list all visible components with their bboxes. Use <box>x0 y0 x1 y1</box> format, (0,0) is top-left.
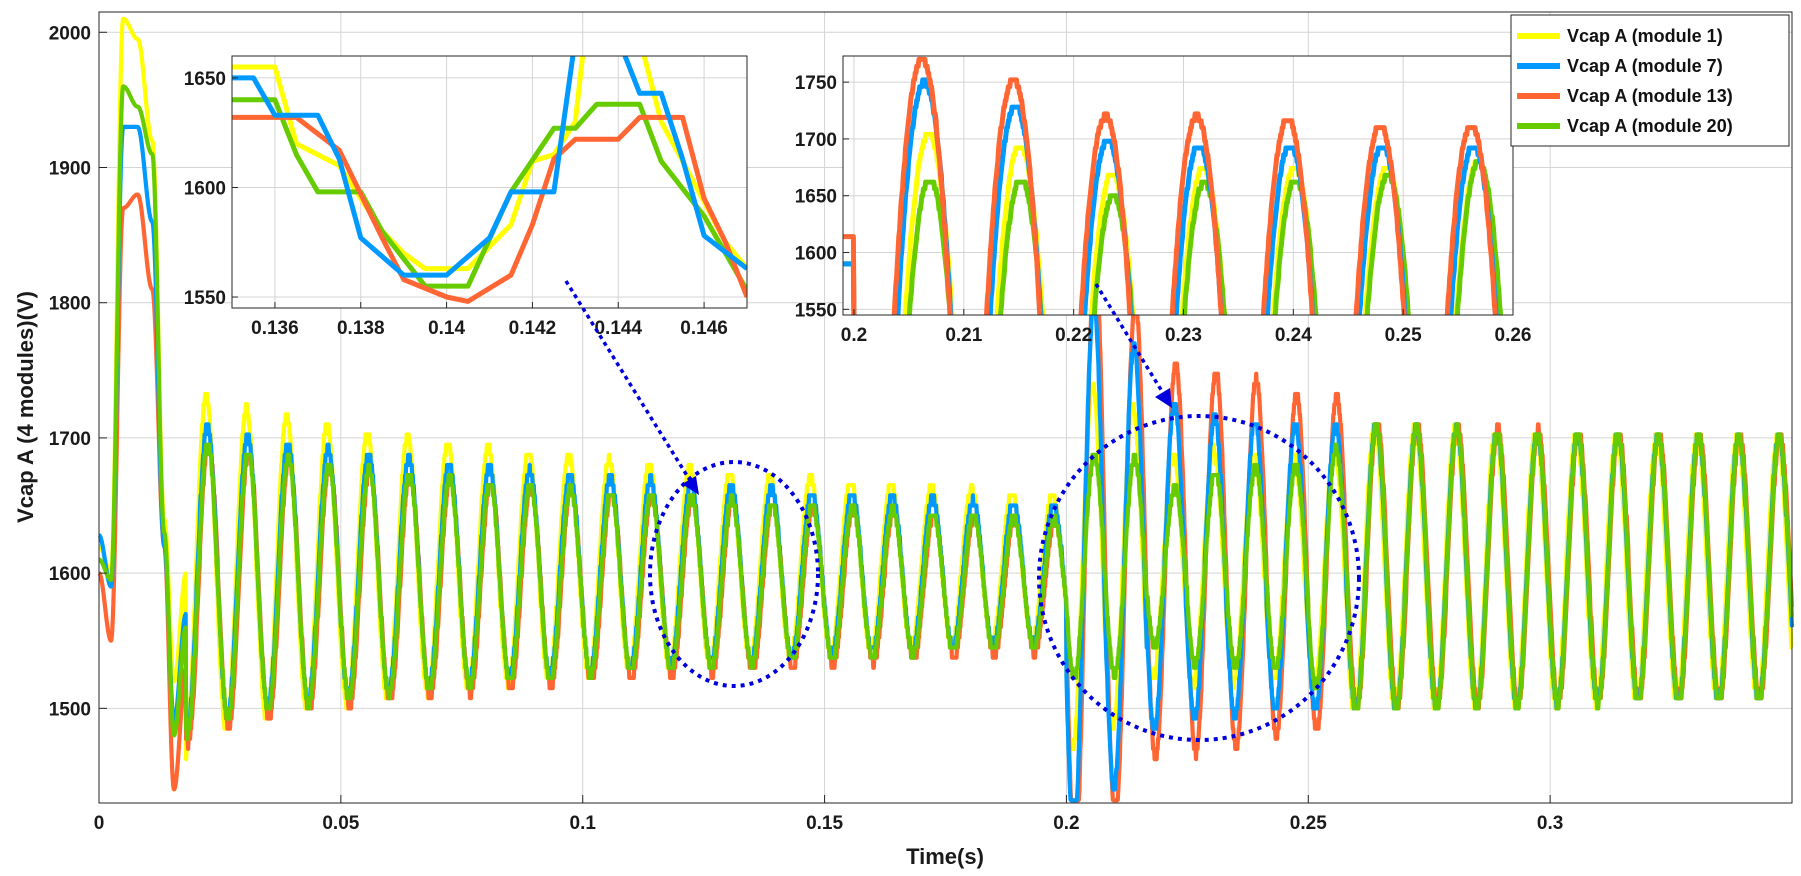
inset-x-tick-label: 0.23 <box>1165 325 1202 346</box>
y-tick-label: 2000 <box>49 23 91 44</box>
legend-label-module-7: Vcap A (module 7) <box>1567 56 1723 76</box>
inset-x-tick-label: 0.142 <box>509 318 557 339</box>
inset-y-tick-label: 1550 <box>795 300 837 321</box>
inset-series <box>232 56 747 304</box>
inset-y-tick-label: 1600 <box>184 178 226 199</box>
x-tick-label: 0.05 <box>322 813 359 834</box>
y-tick-label: 1700 <box>49 429 91 450</box>
inset-x-tick-label: 0.2 <box>841 325 867 346</box>
legend: Vcap A (module 1) Vcap A (module 7) Vcap… <box>1510 14 1790 147</box>
x-axis-label: Time(s) <box>906 844 984 869</box>
annotations <box>564 280 1361 742</box>
inset-y-tick-label: 1650 <box>795 187 837 208</box>
x-tick-label: 0.25 <box>1290 813 1327 834</box>
main-plot-frame <box>98 11 1793 804</box>
legend-label-module-1: Vcap A (module 1) <box>1567 26 1723 46</box>
inset-x-tick-label: 0.24 <box>1275 325 1312 346</box>
inset1-line-Vcap A (module 13) <box>232 114 747 304</box>
pointer-arrowhead-1 <box>682 476 699 495</box>
inset-zoom-2: 0.2 0.21 0.22 0.23 0.24 0.25 0.26 1550 1600 1650 1… <box>795 55 1532 346</box>
zoom-region-circle-1 <box>648 460 820 688</box>
main-series <box>97 16 1795 803</box>
inset-x-tick-label: 0.136 <box>251 318 299 339</box>
legend-label-module-13: Vcap A (module 13) <box>1567 86 1733 106</box>
legend-label-module-20: Vcap A (module 20) <box>1567 116 1733 136</box>
inset-zoom-1: 0.136 0.138 0.14 0.142 0.144 0.146 1550 1600 165… <box>184 55 748 339</box>
x-tick-label: 0.2 <box>1053 813 1079 834</box>
y-tick-label: 1800 <box>49 294 91 315</box>
y-tick-label: 1500 <box>49 699 91 720</box>
inset-x-tick-label: 0.21 <box>945 325 982 346</box>
main-tick-labels: 0 0.05 0.1 0.15 0.2 0.25 0.3 1500 1600 1700 1800 19… <box>49 23 1564 834</box>
inset-x-tick-label: 0.146 <box>680 318 728 339</box>
x-tick-label: 0.3 <box>1537 813 1563 834</box>
inset-y-tick-label: 1600 <box>795 244 837 265</box>
pointer-arrow-2 <box>1094 283 1165 394</box>
inset-x-tick-label: 0.25 <box>1385 325 1422 346</box>
zoom-region-circle-2 <box>1037 414 1361 742</box>
inset-y-tick-label: 1650 <box>184 69 226 90</box>
x-tick-label: 0.1 <box>570 813 597 834</box>
inset-x-tick-label: 0.26 <box>1495 325 1532 346</box>
inset-x-tick-label: 0.138 <box>337 318 385 339</box>
inset2-line-Vcap A (module 13) <box>843 56 1498 315</box>
inset-y-tick-label: 1700 <box>795 130 837 151</box>
inset-x-tick-label: 0.22 <box>1055 325 1092 346</box>
x-tick-label: 0.15 <box>806 813 843 834</box>
x-tick-label: 0 <box>94 813 105 834</box>
inset1-line-Vcap A (module 7) <box>232 56 747 278</box>
inset-x-tick-label: 0.14 <box>428 318 465 339</box>
y-tick-label: 1600 <box>49 564 91 585</box>
y-axis-label: Vcap A (4 modules)(V) <box>13 291 38 523</box>
pointer-arrowhead-2 <box>1155 388 1172 408</box>
inset-x-tick-label: 0.144 <box>594 318 642 339</box>
inset-frame <box>842 55 1514 316</box>
inset-y-tick-label: 1750 <box>795 73 837 94</box>
series-line-Vcap A (module 20) <box>97 84 1795 741</box>
y-tick-label: 1900 <box>49 158 91 179</box>
inset-y-tick-label: 1550 <box>184 288 226 309</box>
inset-frame <box>231 55 748 309</box>
inset-series <box>843 56 1504 315</box>
